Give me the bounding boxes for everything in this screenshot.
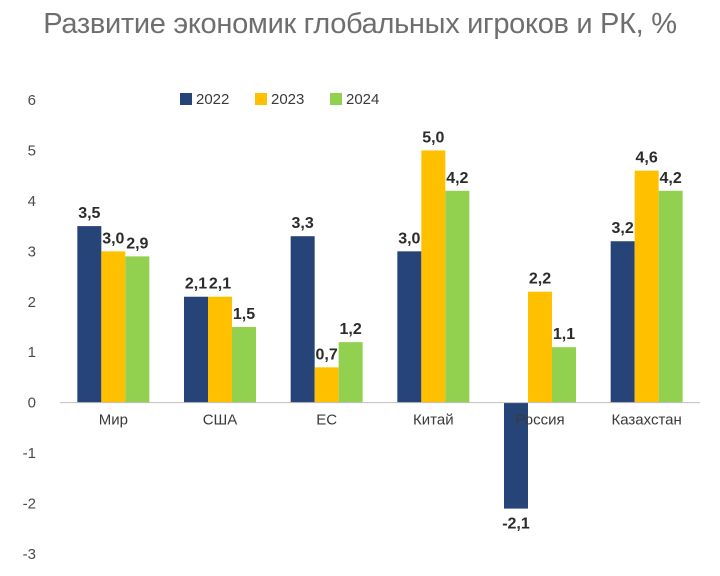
data-label: 4,2 <box>446 170 468 187</box>
bar-2023-0 <box>101 251 126 403</box>
data-label: 3,2 <box>612 220 634 237</box>
chart-title: Развитие экономик глобальных игроков и Р… <box>43 8 677 40</box>
bar-2022-5 <box>610 241 635 403</box>
bar-2023-4 <box>528 291 552 403</box>
data-label: 5,0 <box>422 129 444 146</box>
y-tick-label: 0 <box>28 395 36 412</box>
legend: 2022 2023 2024 <box>180 91 379 108</box>
y-tick-label: 1 <box>28 344 36 361</box>
bar-2024-1 <box>232 327 256 403</box>
legend-label: 2022 <box>196 91 229 108</box>
category-label: США <box>203 412 238 429</box>
data-label: 0,7 <box>316 346 338 363</box>
bar-2024-5 <box>658 190 683 403</box>
x-axis: Мир США ЕС Китай Россия Казахстан <box>99 412 682 429</box>
data-labels: 3,53,0 2,92,1 2,11,53,30,71,23,05,04,2-2,1… <box>78 129 682 532</box>
legend-swatch <box>255 93 267 105</box>
bar-2024-2 <box>338 342 363 403</box>
y-tick-label: 2 <box>28 294 36 311</box>
category-label: Мир <box>99 412 128 429</box>
data-label: 2,9 <box>126 235 148 252</box>
legend-label: 2023 <box>271 91 304 108</box>
data-label: 4,6 <box>636 150 658 167</box>
legend-swatch <box>180 93 192 105</box>
category-label: Китай <box>413 412 454 429</box>
bar-2022-4 <box>504 402 528 509</box>
y-tick-label: 5 <box>28 142 36 159</box>
data-label: 1,2 <box>340 321 362 338</box>
data-label: 3,5 <box>78 205 100 222</box>
data-label: 2,1 <box>209 276 231 293</box>
data-label: 1,5 <box>233 306 255 323</box>
y-tick-label: 3 <box>28 243 36 260</box>
bar-2022-0 <box>77 226 102 403</box>
y-tick-label: 4 <box>28 193 36 210</box>
bar-2022-3 <box>397 251 422 403</box>
bar-2023-3 <box>421 150 446 403</box>
category-label: Россия <box>515 412 564 429</box>
bar-2024-3 <box>445 190 470 403</box>
bar-2023-2 <box>314 367 339 403</box>
data-label: 2,2 <box>529 271 551 288</box>
y-tick-label: 6 <box>28 92 36 109</box>
y-axis: -3 -2 -1 0 1 2 3 4 5 6 <box>23 92 36 563</box>
data-label: -2,1 <box>502 516 530 533</box>
bar-2022-2 <box>290 236 315 403</box>
bar-2023-1 <box>208 296 232 403</box>
data-label: 3,3 <box>292 215 314 232</box>
legend-swatch <box>330 93 342 105</box>
bar-2023-5 <box>634 170 659 403</box>
bars <box>77 150 683 509</box>
data-label: 1,1 <box>553 326 575 343</box>
category-label: ЕС <box>316 412 337 429</box>
data-label: 4,2 <box>660 170 682 187</box>
y-tick-label: -1 <box>23 445 36 462</box>
bar-2024-4 <box>552 347 576 403</box>
y-tick-label: -3 <box>23 546 36 563</box>
bar-2024-0 <box>125 256 150 403</box>
legend-label: 2024 <box>346 91 379 108</box>
bar-2022-1 <box>184 296 208 403</box>
data-label: 2,1 <box>185 276 207 293</box>
y-tick-label: -2 <box>23 496 36 513</box>
data-label: 3,0 <box>102 230 124 247</box>
data-label: 3,0 <box>398 230 420 247</box>
category-label: Казахстан <box>612 412 682 429</box>
